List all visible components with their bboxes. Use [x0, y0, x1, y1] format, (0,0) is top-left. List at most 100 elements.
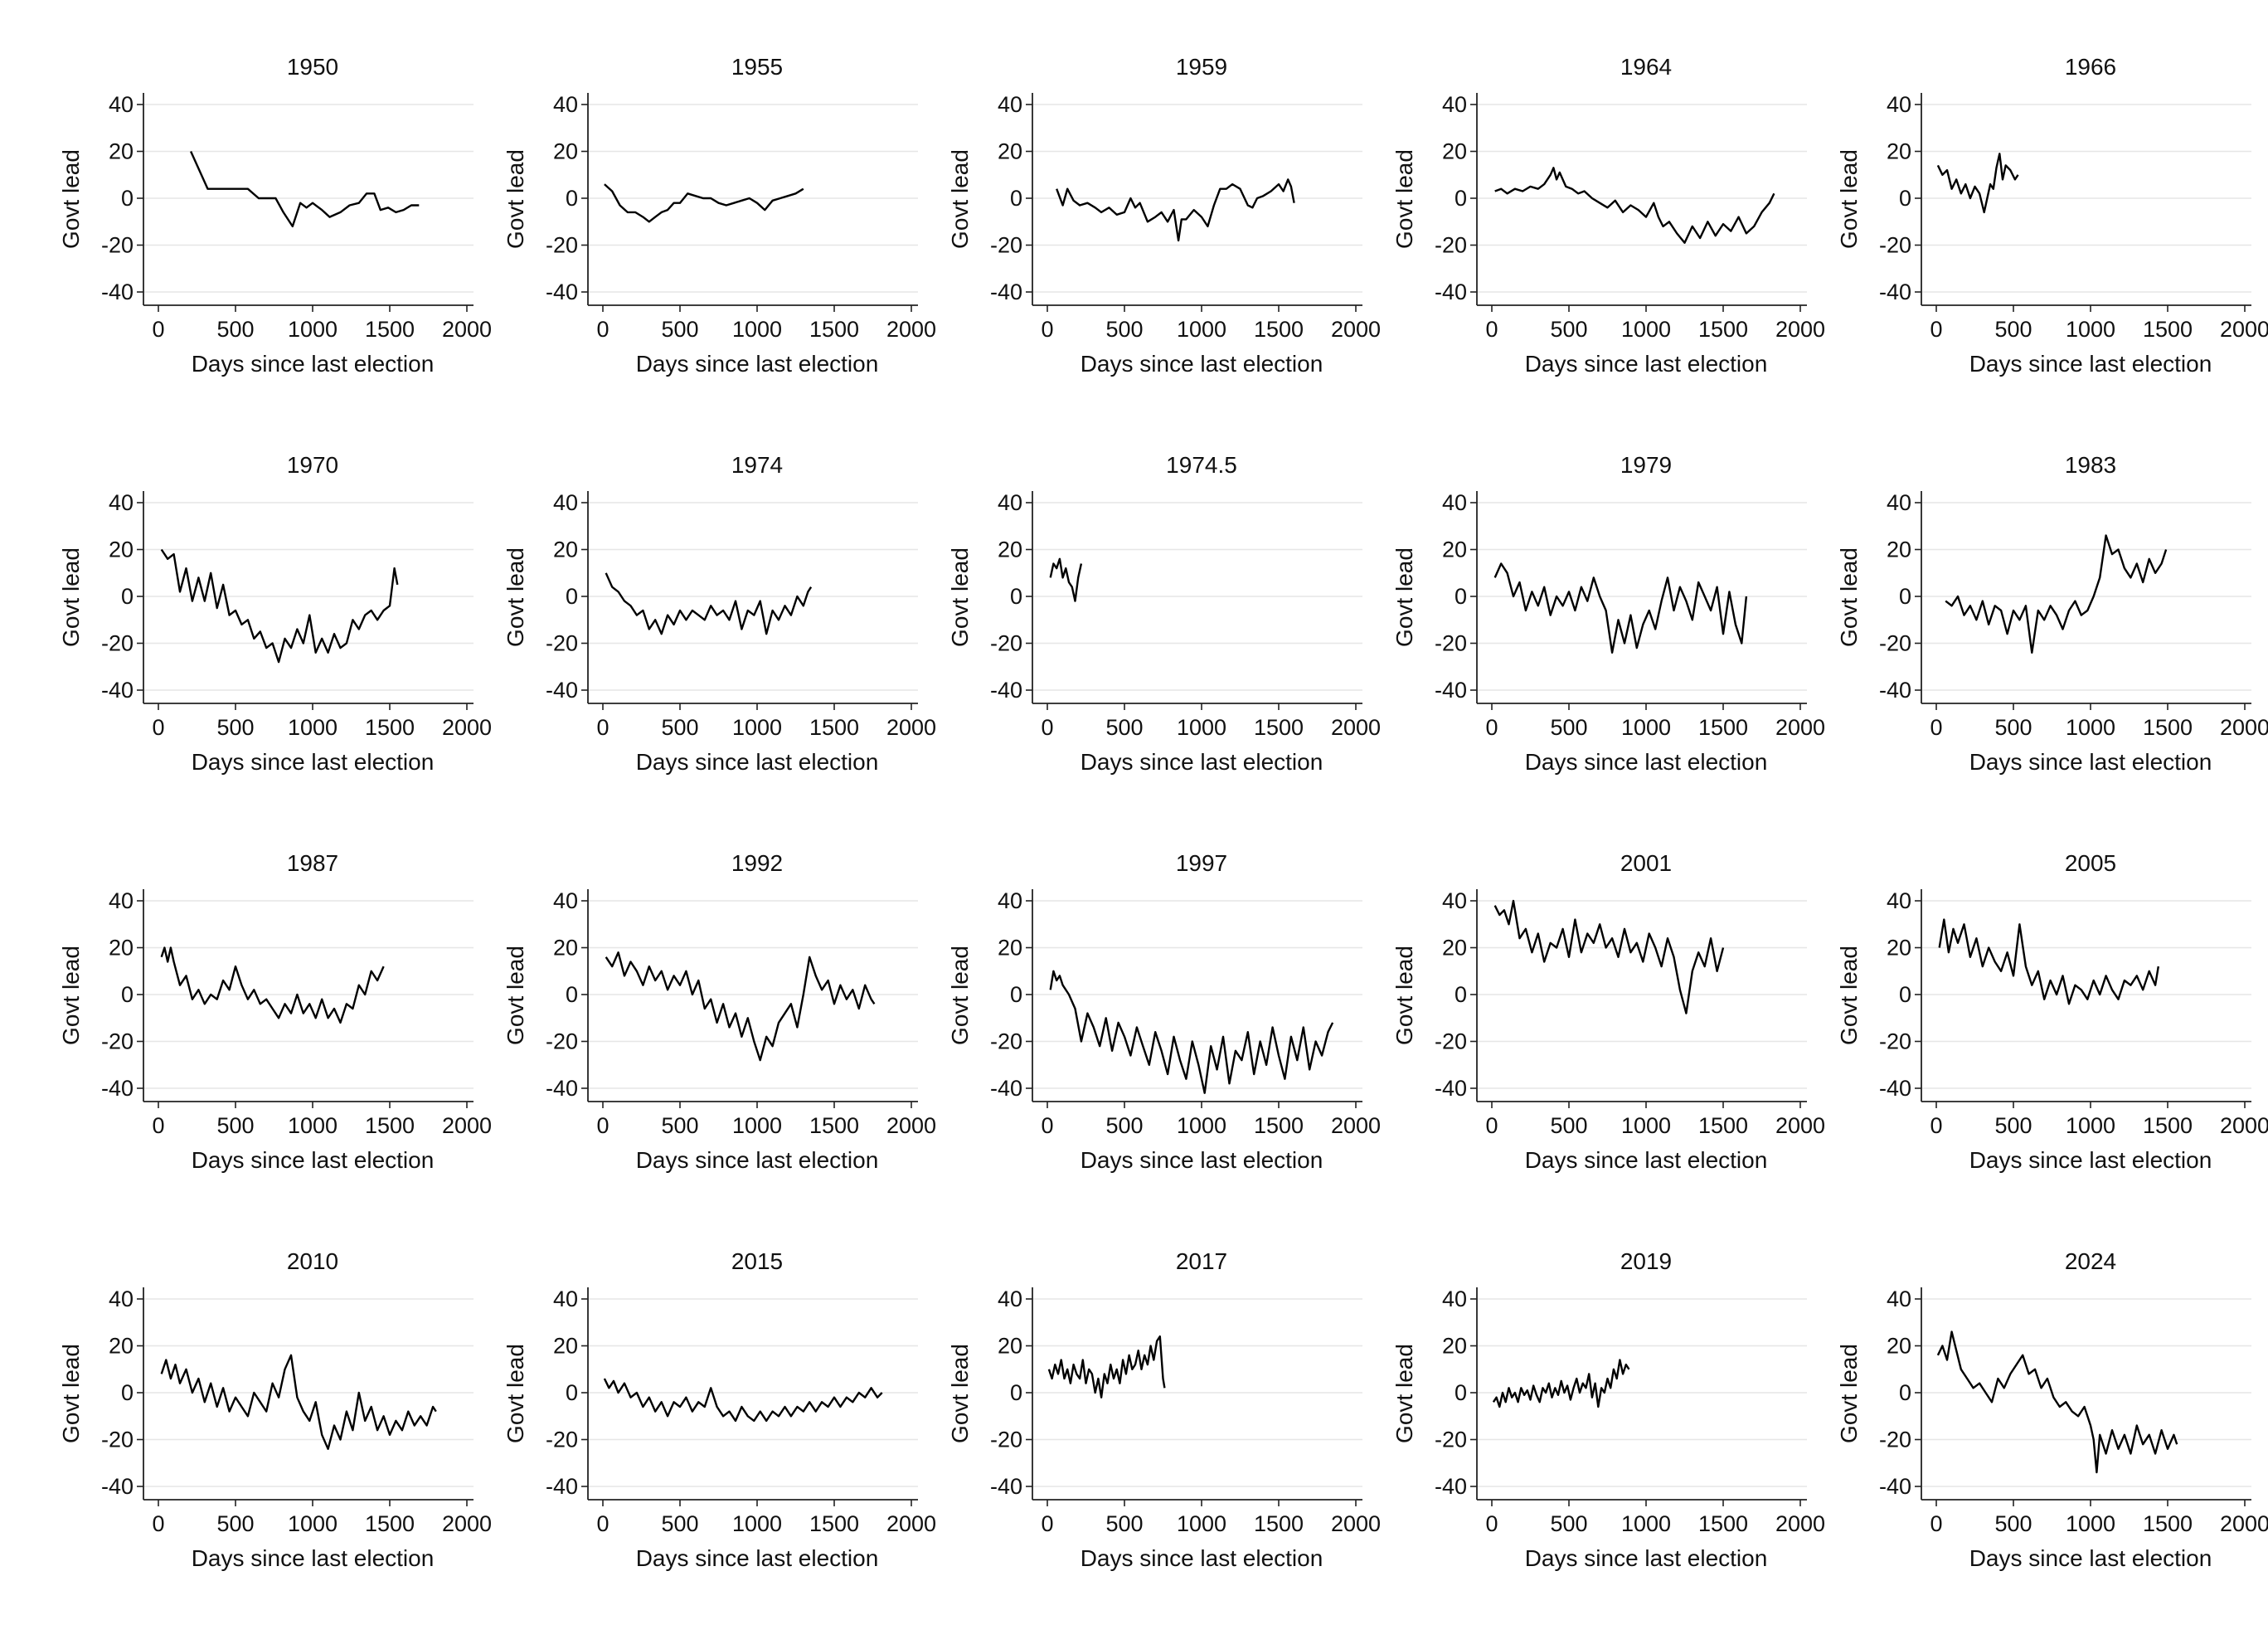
panel-title: 1987 [287, 850, 338, 876]
x-tick-label: 2000 [886, 1511, 936, 1536]
y-tick-label: -40 [1879, 1076, 1911, 1101]
y-tick-label: 20 [998, 936, 1022, 961]
x-tick-label: 1500 [2143, 1113, 2193, 1138]
y-tick-label: 20 [109, 538, 134, 562]
panel-1974: 40 20 0 -20 -40 0 500 1000 1500 2000 1974 Days sinc… [503, 452, 936, 775]
y-tick-label: -40 [101, 1474, 134, 1499]
y-tick-label: -20 [1879, 1029, 1911, 1054]
series-line [160, 1354, 437, 1451]
y-tick-label: 40 [998, 490, 1022, 515]
x-tick-label: 1500 [1254, 1511, 1304, 1536]
x-tick-label: 2000 [2220, 1113, 2268, 1138]
y-tick-label: -20 [990, 631, 1022, 656]
y-tick-label: 20 [1887, 936, 1911, 961]
series-line [605, 951, 876, 1062]
x-tick-label: 2000 [1775, 317, 1825, 342]
x-tick-label: 0 [596, 715, 609, 740]
x-axis-title: Days since last election [1969, 749, 2212, 775]
series-line [1047, 1335, 1166, 1398]
x-tick-label: 1000 [1177, 1511, 1226, 1536]
y-tick-label: -20 [1879, 631, 1911, 656]
x-axis-title: Days since last election [636, 1545, 879, 1571]
panel-1983: 40 20 0 -20 -40 0 500 1000 1500 2000 1983 Days sinc… [1836, 452, 2268, 775]
panel-1966: 40 20 0 -20 -40 0 500 1000 1500 2000 1966 Days sinc… [1836, 54, 2268, 377]
x-tick-label: 2000 [886, 1113, 936, 1138]
y-tick-label: 40 [1442, 490, 1467, 515]
x-tick-label: 1500 [365, 715, 415, 740]
x-axis-title: Days since last election [192, 749, 435, 775]
y-tick-label: -20 [1435, 1428, 1467, 1452]
panel-2015: 40 20 0 -20 -40 0 500 1000 1500 2000 2015 Days sinc… [503, 1248, 936, 1571]
x-tick-label: 2000 [442, 317, 492, 342]
series-line [603, 1378, 883, 1423]
y-tick-label: 40 [1887, 1287, 1911, 1311]
panel-title: 1966 [2065, 54, 2116, 80]
x-axis-title: Days since last election [1081, 1147, 1323, 1173]
panel-title: 1950 [287, 54, 338, 80]
y-tick-label: 0 [566, 584, 578, 609]
x-tick-label: 500 [216, 317, 254, 342]
y-tick-label: -40 [990, 678, 1022, 703]
y-tick-label: -40 [1435, 1076, 1467, 1101]
y-axis-title: Govt lead [58, 149, 84, 249]
x-tick-label: 500 [1105, 317, 1143, 342]
x-tick-label: 2000 [442, 715, 492, 740]
panel-1997: 40 20 0 -20 -40 0 500 1000 1500 2000 1997 Days sinc… [947, 850, 1381, 1173]
x-tick-label: 1000 [732, 1511, 782, 1536]
y-axis-title: Govt lead [1391, 1344, 1417, 1443]
x-tick-label: 500 [1994, 715, 2032, 740]
panel-2017: 40 20 0 -20 -40 0 500 1000 1500 2000 2017 Days sinc… [947, 1248, 1381, 1571]
x-axis-title: Days since last election [1525, 1147, 1768, 1173]
y-tick-label: -20 [101, 233, 134, 258]
panel-title: 1992 [731, 850, 783, 876]
x-tick-label: 1500 [809, 1511, 859, 1536]
y-axis-title: Govt lead [1391, 547, 1417, 647]
x-tick-label: 0 [596, 1511, 609, 1536]
x-tick-label: 1000 [2066, 715, 2115, 740]
x-tick-label: 1000 [1621, 715, 1671, 740]
x-tick-label: 500 [216, 1113, 254, 1138]
y-axis-title: Govt lead [58, 946, 84, 1045]
x-axis-title: Days since last election [1525, 351, 1768, 377]
x-axis-title: Days since last election [1525, 1545, 1768, 1571]
panel-1979: 40 20 0 -20 -40 0 500 1000 1500 2000 1979 Days sinc… [1391, 452, 1825, 775]
x-tick-label: 500 [661, 1113, 698, 1138]
x-tick-label: 500 [1994, 1113, 2032, 1138]
y-tick-label: 40 [998, 92, 1022, 117]
y-tick-label: 40 [109, 490, 134, 515]
y-axis-title: Govt lead [947, 1344, 973, 1443]
y-axis-title: Govt lead [503, 1344, 528, 1443]
x-tick-label: 500 [216, 715, 254, 740]
y-tick-label: 20 [553, 936, 578, 961]
panel-2010: 40 20 0 -20 -40 0 500 1000 1500 2000 2010 Days sinc… [58, 1248, 492, 1571]
series-line [1494, 167, 1775, 244]
y-tick-label: 40 [1442, 92, 1467, 117]
x-tick-label: 0 [1930, 1113, 1942, 1138]
panel-title: 1964 [1620, 54, 1672, 80]
y-tick-label: 40 [553, 1287, 578, 1311]
y-tick-label: -20 [1879, 233, 1911, 258]
y-tick-label: 40 [109, 888, 134, 913]
y-tick-label: -40 [1879, 280, 1911, 304]
panel-1959: 40 20 0 -20 -40 0 500 1000 1500 2000 1959 Days sinc… [947, 54, 1381, 377]
x-axis-title: Days since last election [1081, 351, 1323, 377]
y-tick-label: -20 [546, 1029, 578, 1054]
y-tick-label: 40 [998, 888, 1022, 913]
x-tick-label: 1500 [1698, 715, 1748, 740]
x-tick-label: 0 [596, 1113, 609, 1138]
y-tick-label: 0 [1010, 1380, 1022, 1405]
x-tick-label: 2000 [2220, 715, 2268, 740]
y-axis-title: Govt lead [1391, 149, 1417, 249]
panel-1955: 40 20 0 -20 -40 0 500 1000 1500 2000 1955 Days sinc… [503, 54, 936, 377]
x-tick-label: 0 [1930, 1511, 1942, 1536]
x-tick-label: 0 [152, 1113, 164, 1138]
y-tick-label: 20 [109, 936, 134, 961]
panel-title: 2010 [287, 1248, 338, 1274]
y-axis-title: Govt lead [1836, 1344, 1862, 1443]
y-tick-label: 40 [1887, 490, 1911, 515]
panel-title: 2001 [1620, 850, 1672, 876]
y-tick-label: 40 [1887, 888, 1911, 913]
y-tick-label: 0 [1899, 1380, 1911, 1405]
y-tick-label: 0 [121, 584, 134, 609]
x-axis-title: Days since last election [1525, 749, 1768, 775]
